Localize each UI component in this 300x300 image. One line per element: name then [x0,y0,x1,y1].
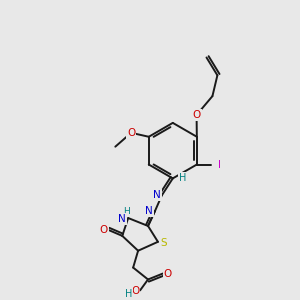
Text: O: O [131,286,139,296]
Text: O: O [193,110,201,120]
Text: H: H [179,173,186,183]
Text: H: H [123,207,130,216]
Text: I: I [218,160,221,170]
Text: O: O [164,268,172,278]
Text: N: N [118,214,126,224]
Text: O: O [127,128,135,138]
Text: S: S [160,238,167,248]
Text: H: H [124,289,132,299]
Text: N: N [153,190,161,200]
Text: O: O [99,225,107,235]
Text: N: N [145,206,153,216]
